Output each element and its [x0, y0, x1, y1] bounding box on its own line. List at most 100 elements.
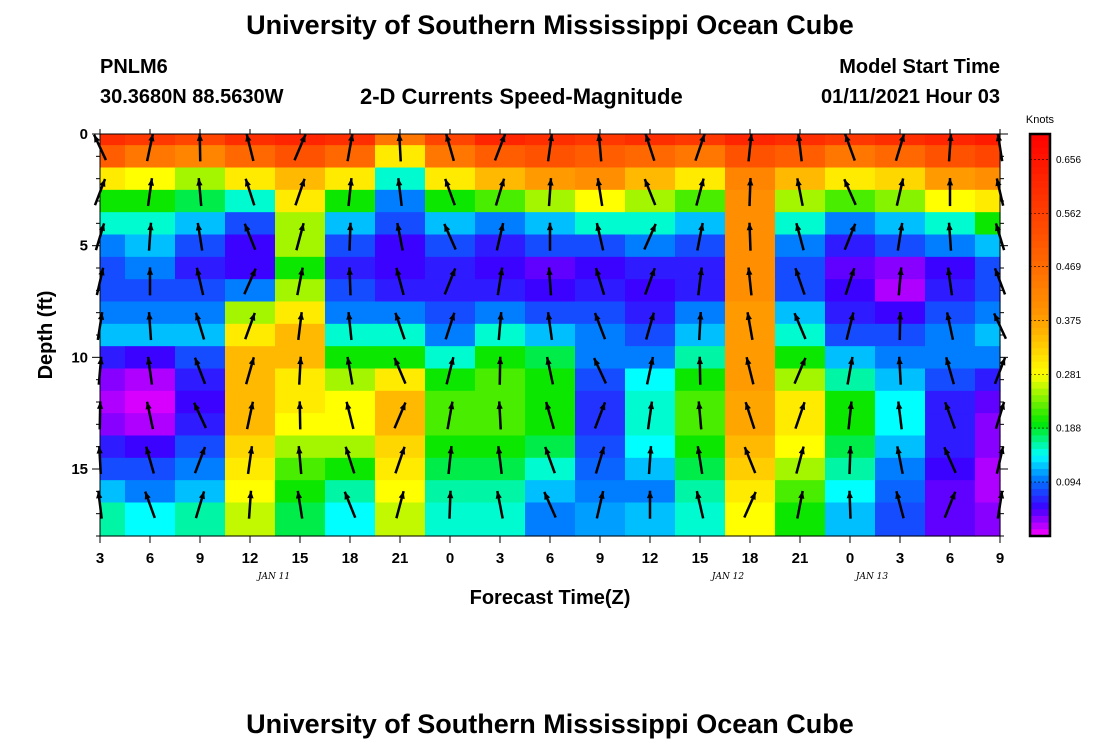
heatmap-cell	[925, 368, 976, 392]
heatmap-cell	[975, 435, 1001, 459]
colorbar-segment	[1030, 462, 1050, 470]
current-arrow	[594, 446, 606, 474]
heatmap-cell	[225, 457, 276, 481]
plot-title: 2-D Currents Speed-Magnitude	[360, 84, 683, 109]
colorbar-tick-label: 0.469	[1056, 262, 1081, 273]
current-arrow	[746, 267, 753, 296]
current-arrow	[443, 223, 457, 251]
heatmap-cell	[825, 346, 876, 370]
station-coordinates: 30.3680N 88.5630W	[100, 86, 284, 108]
date-label: JAN 12	[710, 572, 745, 582]
current-arrow	[443, 267, 457, 295]
colorbar-segment	[1030, 388, 1050, 396]
heatmap-cell	[725, 323, 776, 347]
heatmap-cell	[625, 346, 676, 370]
heatmap-cell	[675, 145, 726, 169]
current-arrow	[593, 401, 607, 429]
current-arrow	[844, 133, 856, 161]
current-arrow	[245, 401, 255, 430]
x-tick-label: 9	[596, 550, 604, 567]
heatmap-cell	[375, 323, 426, 347]
current-arrow	[297, 356, 304, 385]
heatmap-cell	[575, 435, 626, 459]
heatmap-cell	[100, 502, 126, 537]
heatmap-cell	[175, 323, 226, 347]
heatmap-cell	[225, 189, 276, 213]
current-arrow	[943, 446, 957, 474]
heatmap-cell	[875, 189, 926, 213]
colorbar-segment	[1030, 187, 1050, 195]
current-arrow	[293, 134, 307, 161]
colorbar-segment	[1030, 207, 1050, 215]
heatmap-cell	[975, 167, 1001, 191]
heatmap-cell	[575, 390, 626, 414]
current-arrow	[644, 312, 656, 340]
y-axis: 0 5 10 15	[71, 126, 1008, 537]
current-arrow	[743, 491, 757, 519]
x-tick-label: 21	[792, 550, 809, 567]
heatmap-cell	[325, 368, 376, 392]
heatmap-cell	[925, 301, 976, 325]
current-arrow	[394, 446, 406, 474]
heatmap-cell	[575, 413, 626, 437]
colorbar-segment	[1030, 294, 1050, 303]
colorbar-segment	[1030, 234, 1050, 242]
colorbar-segment	[1030, 515, 1050, 524]
heatmap-cell	[975, 256, 1001, 280]
station-id: PNLM6	[100, 56, 168, 78]
heatmap-cell	[725, 368, 776, 392]
heatmap-cell	[175, 212, 226, 236]
current-arrow	[643, 223, 657, 251]
colorbar-segment	[1030, 455, 1050, 463]
heatmap-cell	[100, 480, 126, 504]
current-arrow	[596, 133, 603, 162]
colorbar-segment	[1030, 328, 1050, 336]
heatmap-cell	[175, 368, 226, 392]
heatmap-cell	[575, 480, 626, 504]
heatmap-cell	[775, 346, 826, 370]
colorbar-segment	[1030, 482, 1050, 490]
current-arrow	[496, 446, 503, 475]
current-arrow	[196, 133, 203, 162]
heatmap-cell	[100, 167, 126, 191]
current-arrow	[345, 401, 355, 430]
heatmap-cell	[125, 145, 176, 169]
heatmap-cell	[625, 413, 676, 437]
colorbar-segment	[1030, 194, 1050, 202]
current-arrow	[894, 133, 906, 162]
current-arrow	[593, 312, 607, 340]
colorbar-segment	[1030, 247, 1050, 256]
current-arrow	[346, 267, 353, 296]
colorbar-segment	[1030, 321, 1050, 329]
current-arrow	[244, 178, 256, 206]
heatmap-cell	[575, 256, 626, 280]
heatmap-cell	[525, 457, 576, 481]
current-arrow	[744, 401, 756, 430]
heatmap-cell	[525, 413, 576, 437]
heatmap-cell	[675, 189, 726, 213]
current-arrow	[745, 312, 754, 341]
current-arrow	[946, 222, 953, 251]
heatmap-cell	[475, 234, 526, 258]
heatmap-cell	[425, 279, 476, 303]
heatmap-cell	[975, 279, 1001, 303]
heatmap-cell	[675, 435, 726, 459]
colorbar-segment	[1030, 227, 1050, 236]
heatmap-cell	[575, 301, 626, 325]
heatmap-cell	[225, 413, 276, 437]
heatmap-cell	[975, 368, 1001, 392]
heatmap-cell	[775, 413, 826, 437]
colorbar-segment	[1030, 509, 1050, 517]
heatmap-cell	[825, 279, 876, 303]
current-arrow	[644, 267, 656, 295]
heatmap-cell	[275, 212, 326, 236]
current-arrow	[544, 446, 556, 474]
colorbar-segment	[1030, 442, 1050, 450]
heatmap-cell	[825, 234, 876, 258]
colorbar-tick-label: 0.656	[1056, 155, 1081, 166]
current-arrow	[194, 490, 206, 519]
colorbar-segment	[1030, 381, 1050, 390]
current-arrow	[396, 133, 403, 162]
heatmap-cell	[175, 435, 226, 459]
heatmap-cell	[125, 390, 176, 414]
